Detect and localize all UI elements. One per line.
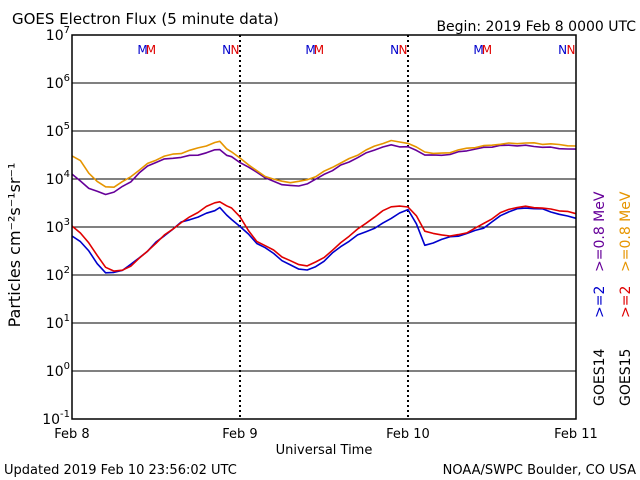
legend-goes14-08mev: >=0.8 MeV [592,191,608,272]
x-tick-label: Feb 10 [386,427,430,442]
updated-timestamp: Updated 2019 Feb 10 23:56:02 UTC [4,463,237,478]
local-time-marker: N [566,43,575,57]
legend-goes15-08mev: >=0.8 MeV [618,191,634,272]
legend-satellite-goes15: GOES15 [618,349,634,406]
local-time-marker: M [305,43,315,57]
plot-area-frame [71,34,577,420]
y-axis-tick-labels: 10-1 100 101 102 103 104 105 106 107 [42,25,70,428]
legend: GOES14 GOES15 >=2 >=0.8 MeV >=2 >=0.8 Me… [592,191,634,406]
local-time-marker: N [222,43,231,57]
x-tick-label: Feb 8 [54,427,89,442]
y-tick-label: 101 [46,313,70,332]
legend-goes15-2mev: >=2 [618,286,634,318]
y-tick-label: 106 [46,73,70,92]
y-axis-label: Particles cm⁻²s⁻¹sr⁻¹ [5,163,24,328]
local-time-marker: N [558,43,567,57]
local-time-marker: M [482,43,492,57]
x-axis-label: Universal Time [276,443,373,458]
y-tick-label: 104 [46,169,70,188]
y-tick-label: 107 [46,25,70,44]
series-line [71,139,577,188]
y-tick-label: 102 [46,265,70,284]
x-tick-label: Feb 9 [222,427,257,442]
series-line [71,201,577,272]
local-time-markers: MM N N MM N N MM N N [137,43,575,57]
local-time-marker: M [137,43,147,57]
y-tick-label: 100 [46,361,70,380]
y-tick-label: 10-1 [42,409,70,428]
local-time-marker: M [473,43,483,57]
legend-satellite-goes14: GOES14 [592,348,608,406]
series-line [71,144,577,196]
y-tick-label: 103 [46,217,70,236]
legend-goes14-2mev: >=2 [592,286,608,318]
local-time-marker: M [146,43,156,57]
chart-title: GOES Electron Flux (5 minute data) [12,10,279,28]
x-tick-label: Feb 11 [554,427,598,442]
source-credit: NOAA/SWPC Boulder, CO USA [443,463,636,478]
begin-date-label: Begin: 2019 Feb 8 0000 UTC [436,19,636,35]
local-time-marker: M [314,43,324,57]
local-time-marker: N [390,43,399,57]
y-tick-label: 105 [46,121,70,140]
x-axis-tick-labels: Feb 8 Feb 9 Feb 10 Feb 11 [54,427,598,442]
local-time-marker: N [398,43,407,57]
local-time-marker: N [230,43,239,57]
flux-series [71,139,577,274]
